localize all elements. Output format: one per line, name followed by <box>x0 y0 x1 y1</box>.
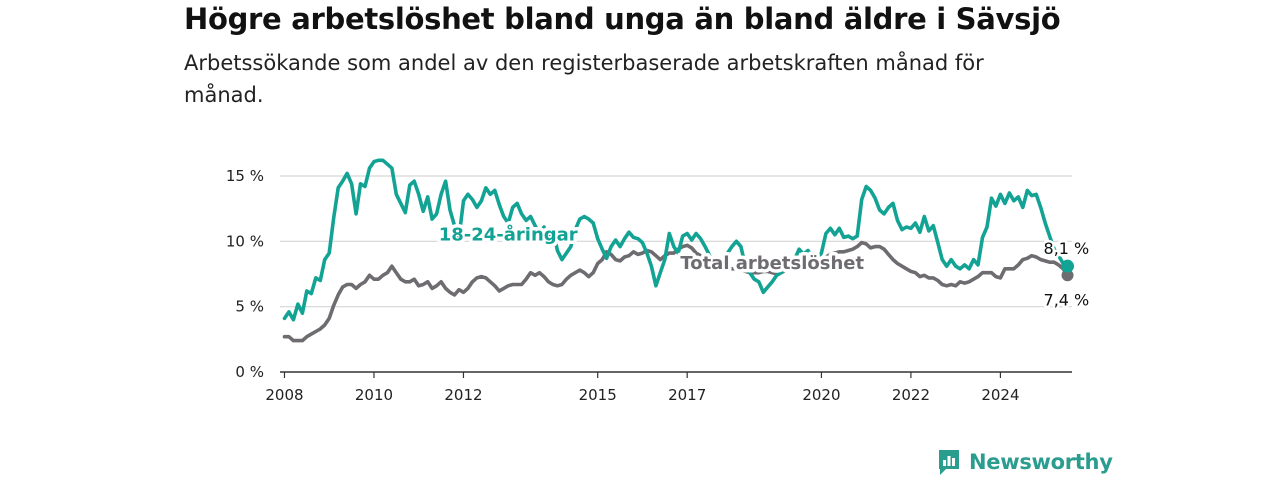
newsworthy-brand: Newsworthy <box>937 448 1113 476</box>
grid-layer <box>280 175 1072 308</box>
label-layer: 18-24-åringar Total arbetslöshet 8,1 % 7,4 … <box>435 220 1092 312</box>
end-value-total: 7,4 % <box>1044 290 1090 309</box>
x-tick-label: 2008 <box>265 386 303 404</box>
end-point-youth <box>1061 259 1075 273</box>
x-tick-label: 2024 <box>981 386 1019 404</box>
newsworthy-logo-icon <box>939 450 959 475</box>
series-label-youth: 18-24-åringar <box>439 224 578 246</box>
series-line-youth <box>282 158 1070 322</box>
x-tick-label: 2015 <box>579 386 617 404</box>
x-tick-label: 2022 <box>892 386 930 404</box>
series-label-total: Total arbetslöshet <box>680 253 864 274</box>
x-tick-label: 2012 <box>444 386 482 404</box>
y-tick-label: 15 % <box>226 167 264 185</box>
end-value-youth: 8,1 % <box>1044 239 1090 258</box>
x-tick-label: 2020 <box>802 386 840 404</box>
axis-layer: 0 % 5 % 10 % 15 % 2008 2010 2012 2015 2017 2020 20… <box>226 167 1072 404</box>
y-tick-label: 0 % <box>235 363 264 381</box>
brand-name: Newsworthy <box>969 450 1113 474</box>
y-tick-label: 10 % <box>226 232 264 250</box>
chart-title: Högre arbetslöshet bland unga än bland ä… <box>184 2 1061 36</box>
x-tick-label: 2010 <box>355 386 393 404</box>
series-layer <box>282 158 1075 343</box>
series-line-total <box>282 240 1070 343</box>
y-tick-label: 5 % <box>235 298 264 316</box>
end-point-total <box>1061 269 1074 282</box>
x-tick-label: 2017 <box>668 386 706 404</box>
chart-subtitle: Arbetssökande som andel av den registerb… <box>184 51 984 107</box>
